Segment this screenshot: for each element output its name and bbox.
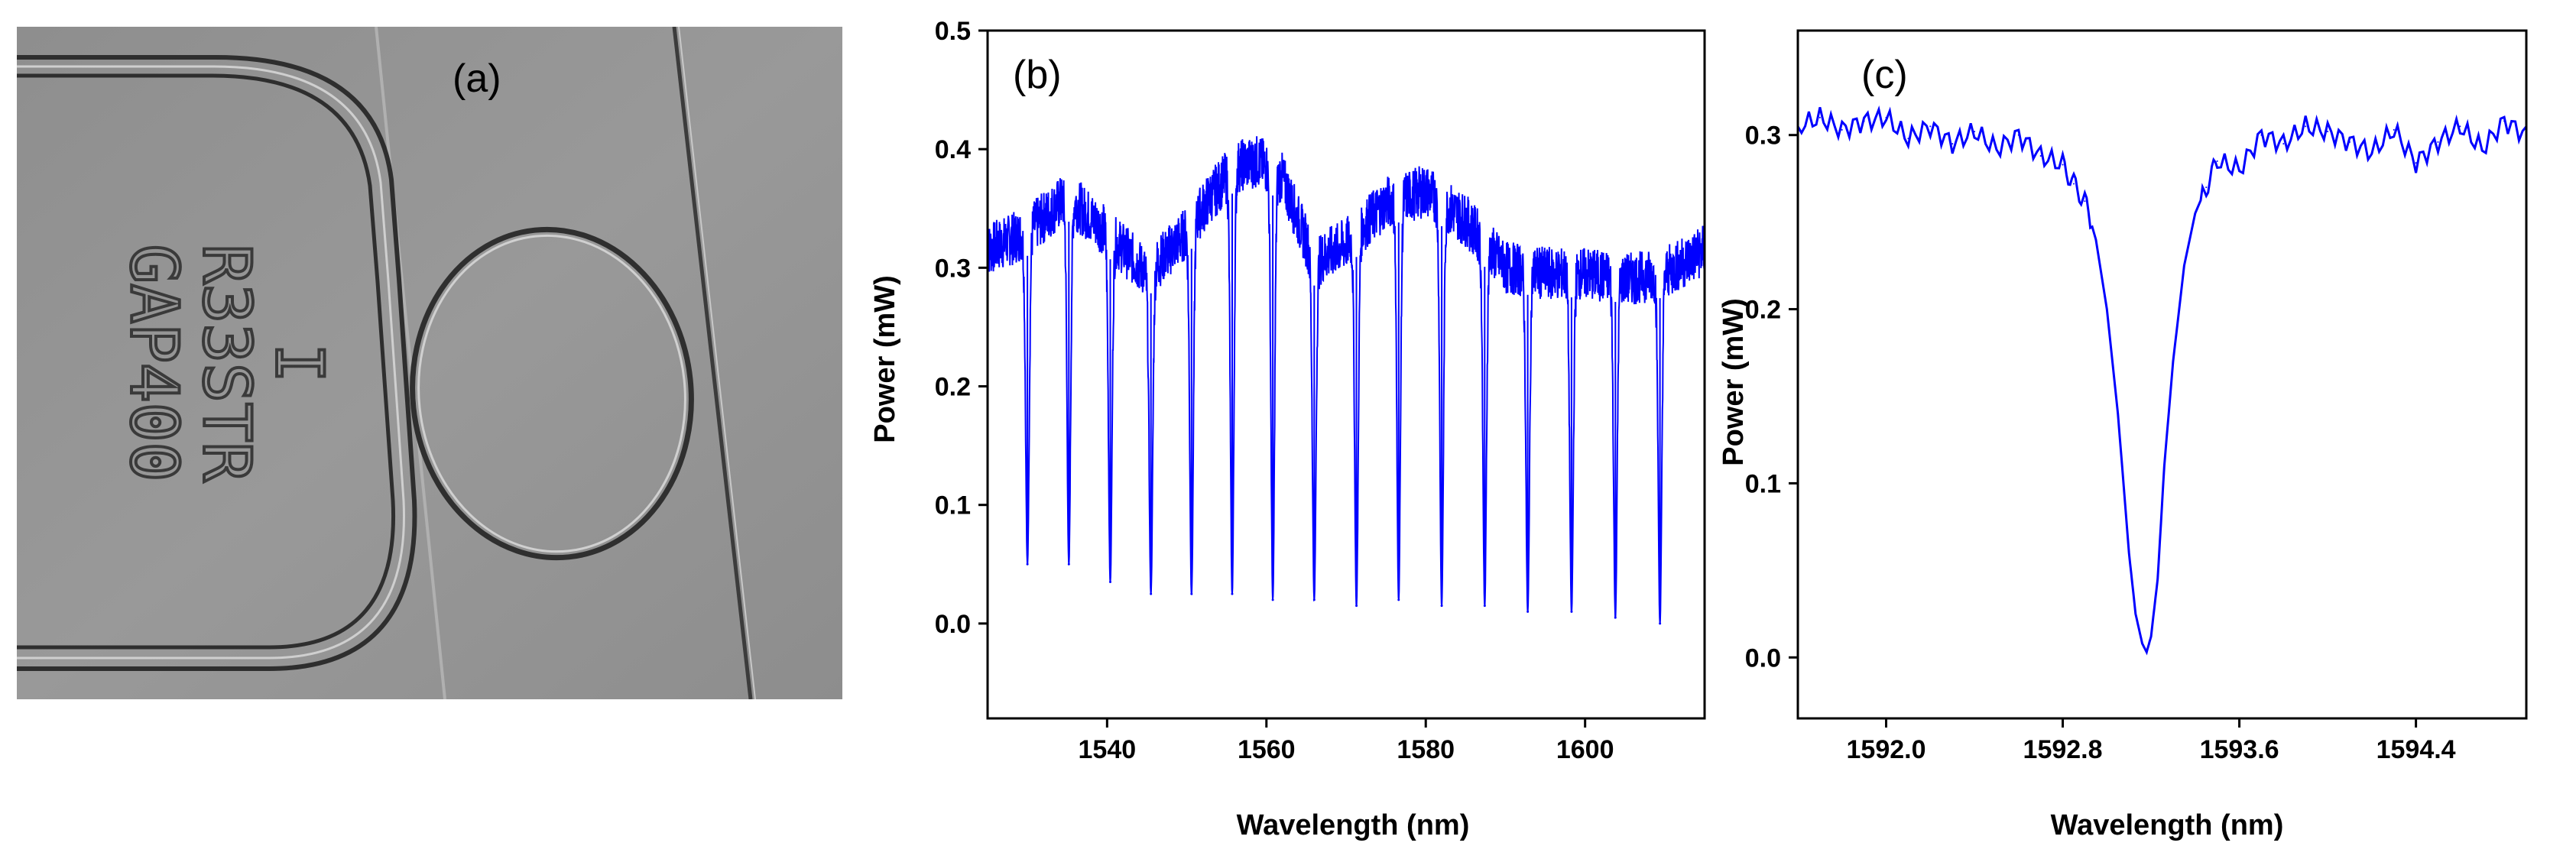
data-point xyxy=(1841,128,1843,131)
microring xyxy=(410,226,694,561)
chart-c-frame xyxy=(1796,29,2528,720)
chart-b-ylabel: Power (mW) xyxy=(869,275,901,443)
data-point xyxy=(2282,143,2285,145)
y-tick-label: 0.4 xyxy=(935,135,971,164)
data-point xyxy=(1929,125,1932,128)
straight-waveguide-edge xyxy=(672,26,753,700)
y-tick-label: 0.3 xyxy=(1745,122,1781,151)
data-point xyxy=(2437,141,2439,143)
data-point xyxy=(2205,186,2208,189)
y-tick-label: 0.5 xyxy=(935,17,971,46)
chart-c-xlabel: Wavelength (nm) xyxy=(2051,809,2284,841)
y-tick-label: 0.0 xyxy=(935,610,971,639)
engraved-line-3: GAP400 xyxy=(115,245,192,482)
chart-c: 1592.0 1592.8 1593.6 1594.4 0.0 0.1 0.2 0.3 (c)… xyxy=(1718,29,2528,841)
engraved-line-1: I xyxy=(261,343,337,383)
data-point xyxy=(2305,125,2307,128)
data-point xyxy=(2327,131,2329,133)
sem-background xyxy=(17,27,842,699)
chart-b-series-line xyxy=(987,136,1705,624)
chart-b-panel-label: (b) xyxy=(1013,53,1062,97)
chart-b-frame xyxy=(986,29,1706,720)
chart-b-xlabel: Wavelength (nm) xyxy=(1237,809,1470,841)
panel-a-label: (a) xyxy=(453,57,501,101)
data-point xyxy=(2062,164,2064,166)
x-tick-label: 1600 xyxy=(1556,735,1614,764)
y-tick-label: 0.2 xyxy=(1745,296,1781,325)
y-tick-label: 0.1 xyxy=(1745,469,1781,498)
chart-panel-b: 1540 1560 1580 1600 0.0 0.1 0.2 0.3 0.4 0.5 (b) W… xyxy=(841,0,1743,855)
chart-c-ylabel: Power (mW) xyxy=(1720,298,1750,466)
data-point xyxy=(2393,128,2395,131)
data-point xyxy=(2216,160,2218,162)
y-tick-label: 0.3 xyxy=(935,254,971,283)
chart-panel-c: 1592.0 1592.8 1593.6 1594.4 0.0 0.1 0.2 0.3 (c)… xyxy=(1718,0,2576,855)
data-point xyxy=(1818,116,1821,118)
data-point xyxy=(2459,125,2461,128)
chart-c-ticks: 1592.0 1592.8 1593.6 1594.4 0.0 0.1 0.2 0.3 xyxy=(1745,116,2527,764)
sem-image: I R33STR GAP400 (a) xyxy=(17,26,842,700)
data-point xyxy=(1951,143,1954,145)
x-tick-label: 1580 xyxy=(1397,735,1455,764)
chart-c-series-line xyxy=(1796,105,2528,656)
chart-b: 1540 1560 1580 1600 0.0 0.1 0.2 0.3 0.4 0.5 (b) W… xyxy=(869,17,1706,841)
sem-image-panel: I R33STR GAP400 (a) xyxy=(17,26,842,700)
x-tick-label: 1594.4 xyxy=(2376,735,2456,764)
x-tick-label: 1540 xyxy=(1079,735,1137,764)
y-tick-label: 0.2 xyxy=(935,373,971,402)
x-tick-label: 1592.8 xyxy=(2023,735,2103,764)
stitch-line xyxy=(375,26,446,700)
x-tick-label: 1593.6 xyxy=(2200,735,2279,764)
data-point xyxy=(2084,200,2086,203)
engraved-label: I R33STR GAP400 xyxy=(114,243,339,484)
data-point xyxy=(2039,155,2042,157)
chart-c-panel-label: (c) xyxy=(1861,53,1908,97)
y-tick-label: 0.1 xyxy=(935,491,971,520)
x-tick-label: 1592.0 xyxy=(1847,735,1926,764)
x-tick-label: 1560 xyxy=(1238,735,1296,764)
bus-waveguide xyxy=(17,55,417,671)
data-point xyxy=(2415,162,2417,164)
chart-b-ticks: 1540 1560 1580 1600 0.0 0.1 0.2 0.3 0.4 0.5 xyxy=(935,17,1662,764)
engraved-line-2: R33STR xyxy=(188,245,264,482)
y-tick-label: 0.0 xyxy=(1745,643,1781,673)
data-point xyxy=(2072,183,2075,185)
